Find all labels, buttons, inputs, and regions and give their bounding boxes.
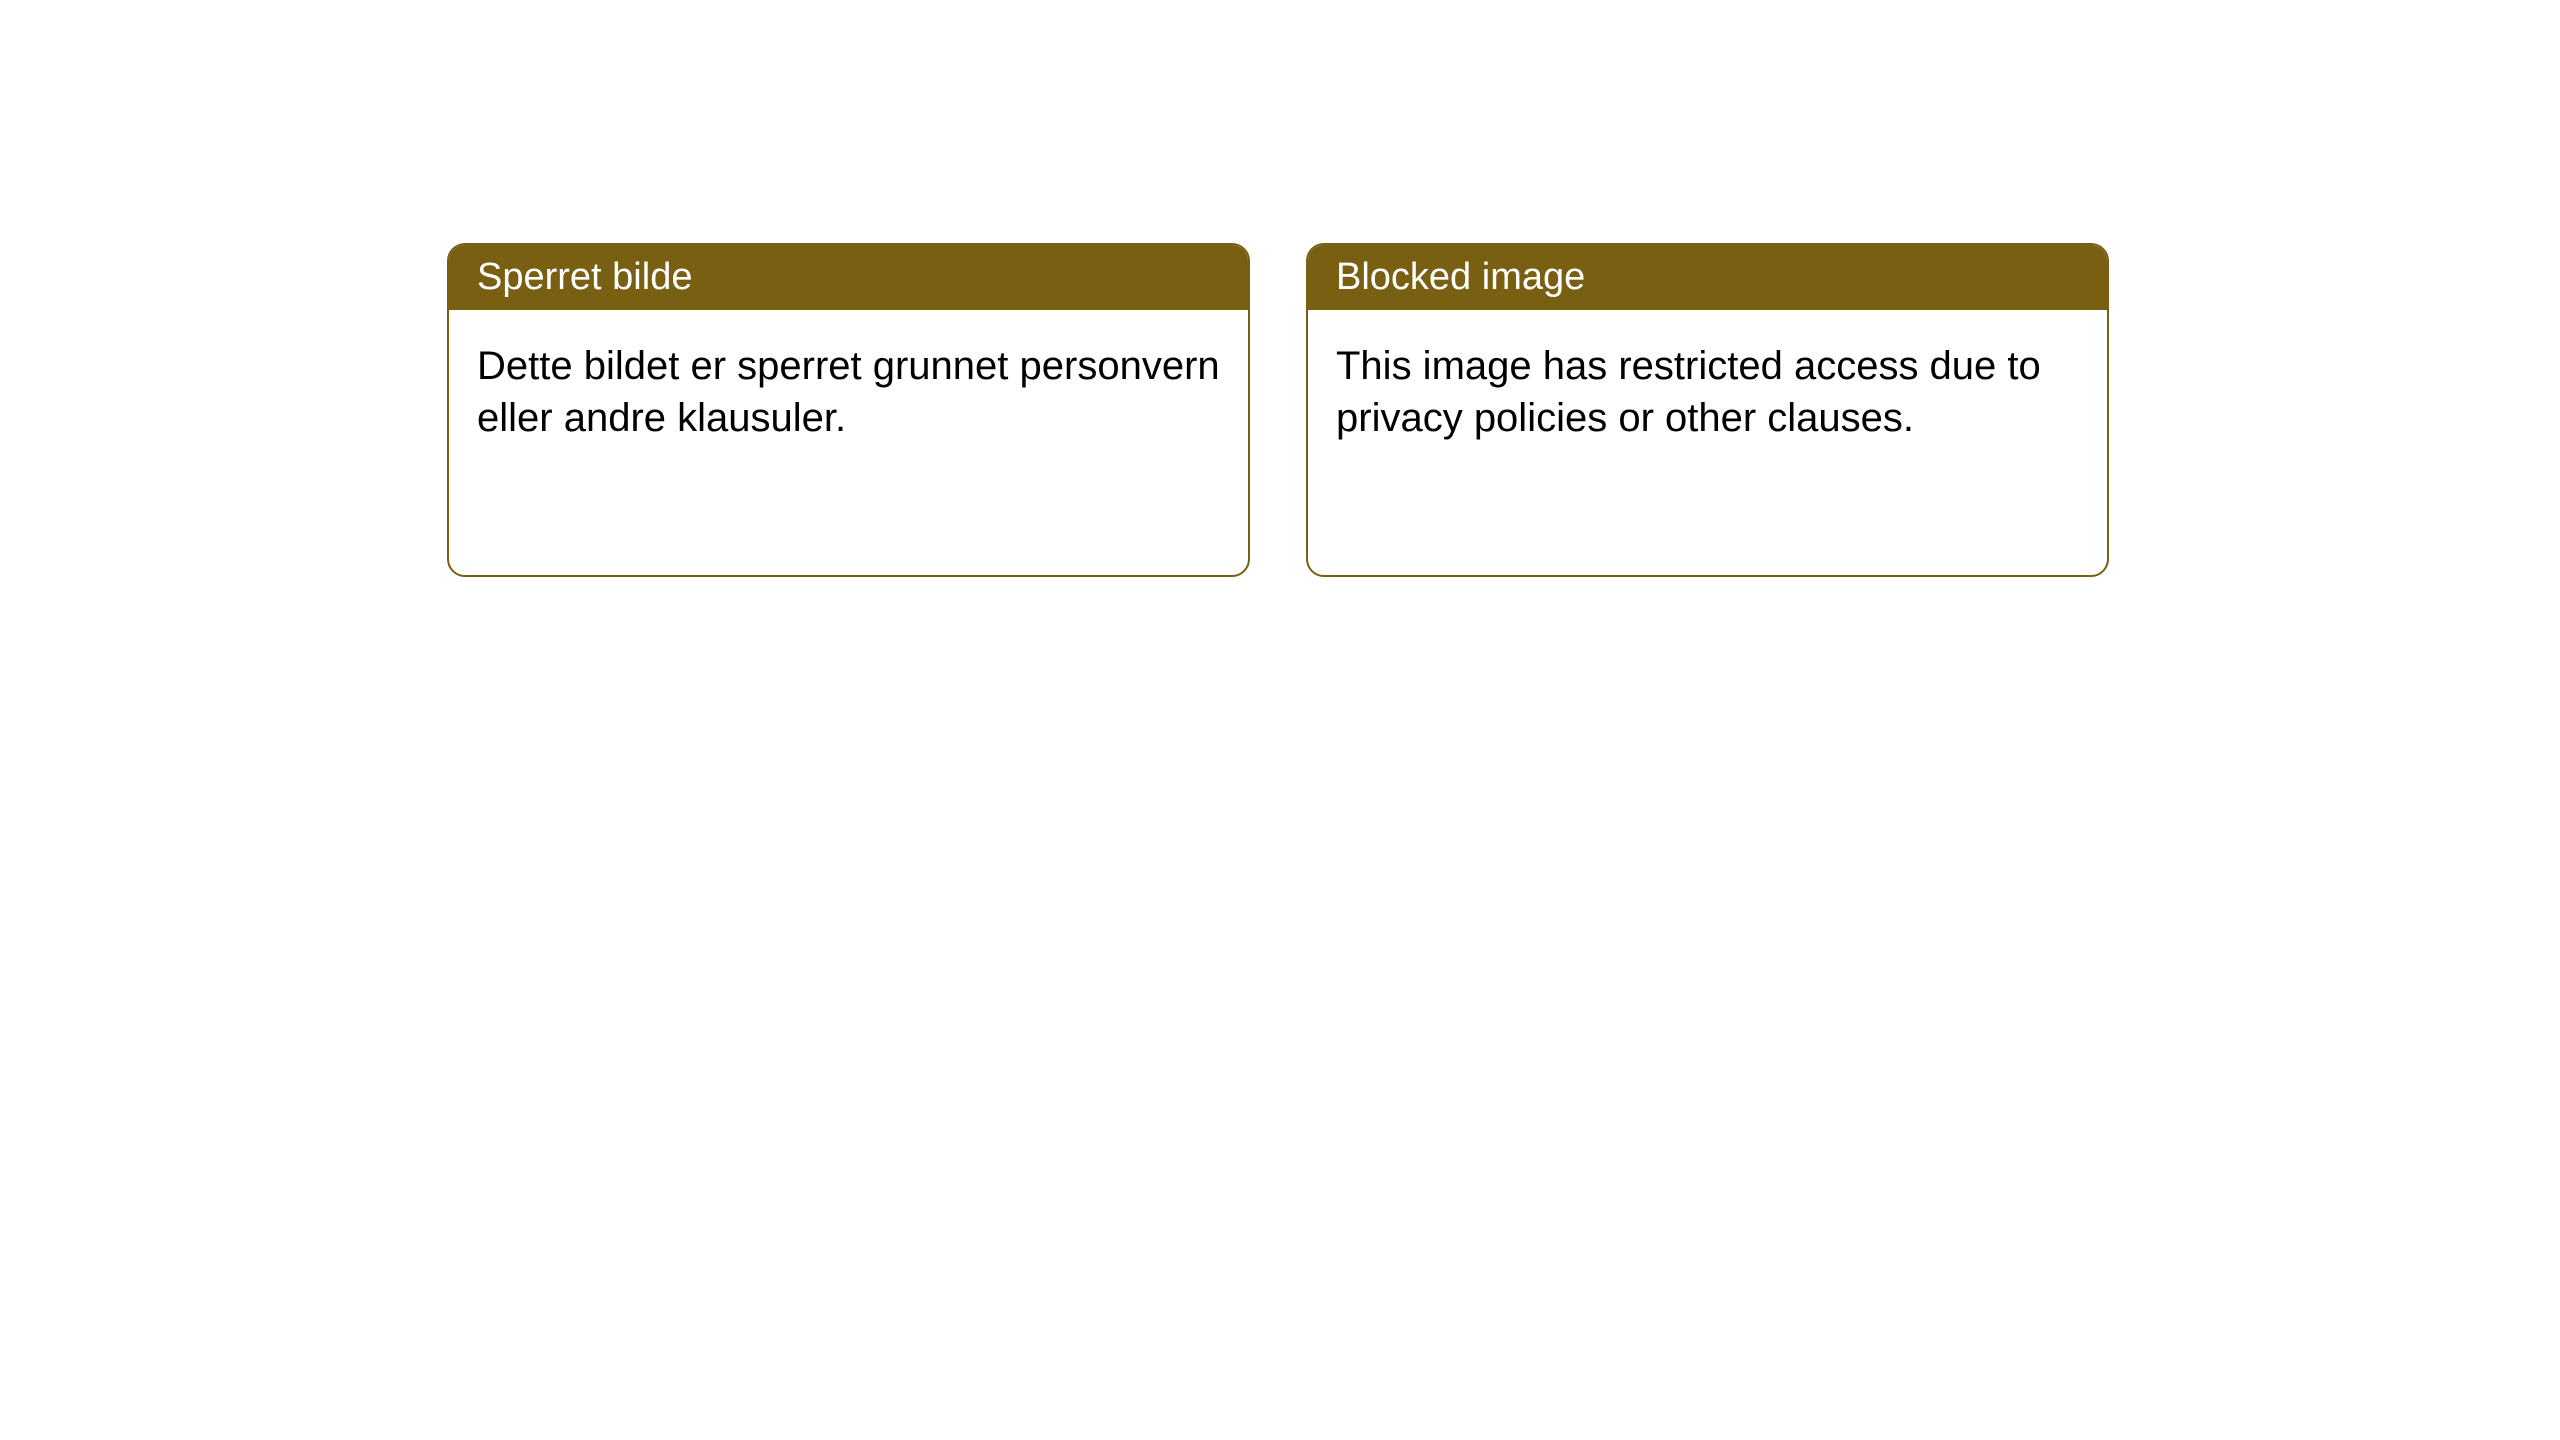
notice-text: Dette bildet er sperret grunnet personve…	[477, 344, 1220, 440]
notice-header: Sperret bilde	[449, 245, 1248, 310]
notice-body: Dette bildet er sperret grunnet personve…	[449, 310, 1248, 474]
notice-body: This image has restricted access due to …	[1308, 310, 2107, 474]
notice-header: Blocked image	[1308, 245, 2107, 310]
notice-title: Blocked image	[1336, 256, 1585, 298]
notice-card-english: Blocked image This image has restricted …	[1306, 243, 2109, 577]
notice-container: Sperret bilde Dette bildet er sperret gr…	[0, 0, 2560, 577]
notice-title: Sperret bilde	[477, 256, 692, 298]
notice-card-norwegian: Sperret bilde Dette bildet er sperret gr…	[447, 243, 1250, 577]
notice-text: This image has restricted access due to …	[1336, 344, 2041, 440]
